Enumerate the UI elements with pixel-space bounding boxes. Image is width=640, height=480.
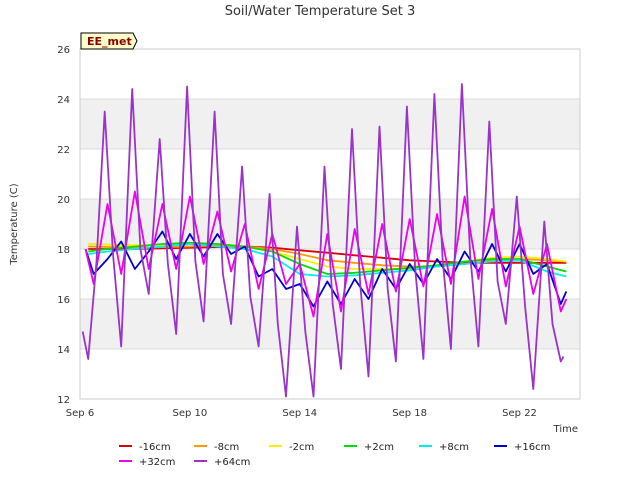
y-tick-label: 14 xyxy=(57,345,70,356)
legend-label: +64cm xyxy=(214,457,250,468)
legend-label: +2cm xyxy=(364,442,394,453)
station-badge: EE_met xyxy=(80,32,138,50)
grid-band xyxy=(80,299,580,349)
y-axis-label: Temperature (C) xyxy=(9,183,20,265)
badge-label: EE_met xyxy=(87,35,132,48)
series-line xyxy=(88,241,567,275)
legend-label: -16cm xyxy=(139,442,171,453)
legend-label: -8cm xyxy=(214,442,239,453)
x-axis-ticks: Sep 6 Sep 10 Sep 14 Sep 18 Sep 22 xyxy=(66,408,537,419)
y-tick-label: 16 xyxy=(57,295,70,306)
x-tick-label: Sep 18 xyxy=(392,408,427,419)
y-tick-label: 24 xyxy=(57,95,70,106)
y-axis-ticks: 12 14 16 18 20 22 24 26 xyxy=(57,45,70,406)
legend-label: +16cm xyxy=(514,442,550,453)
plot-background xyxy=(79,48,581,400)
y-tick-label: 20 xyxy=(57,195,70,206)
grid-band xyxy=(80,99,580,149)
legend-label: +8cm xyxy=(439,442,469,453)
x-tick-label: Sep 10 xyxy=(173,408,208,419)
y-tick-label: 22 xyxy=(57,145,70,156)
series-line xyxy=(81,83,565,398)
x-tick-label: Sep 22 xyxy=(502,408,537,419)
series-line xyxy=(88,243,567,278)
chart-title: Soil/Water Temperature Set 3 xyxy=(225,4,416,19)
badge-box xyxy=(80,32,138,50)
y-tick-label: 26 xyxy=(57,45,70,56)
x-axis-label: Time xyxy=(553,424,578,435)
legend-label: +32cm xyxy=(139,457,175,468)
legend: -16cm -8cm -2cm +2cm +8cm +16cm +32cm +64cm xyxy=(119,442,550,468)
series-line xyxy=(84,230,568,308)
x-tick-label: Sep 14 xyxy=(282,408,317,419)
series-line xyxy=(84,190,568,318)
plot-border xyxy=(79,48,581,400)
series-lines xyxy=(81,83,568,398)
y-tick-label: 12 xyxy=(57,395,70,406)
legend-label: -2cm xyxy=(289,442,314,453)
x-tick-label: Sep 6 xyxy=(66,408,94,419)
y-tick-label: 18 xyxy=(57,245,70,256)
